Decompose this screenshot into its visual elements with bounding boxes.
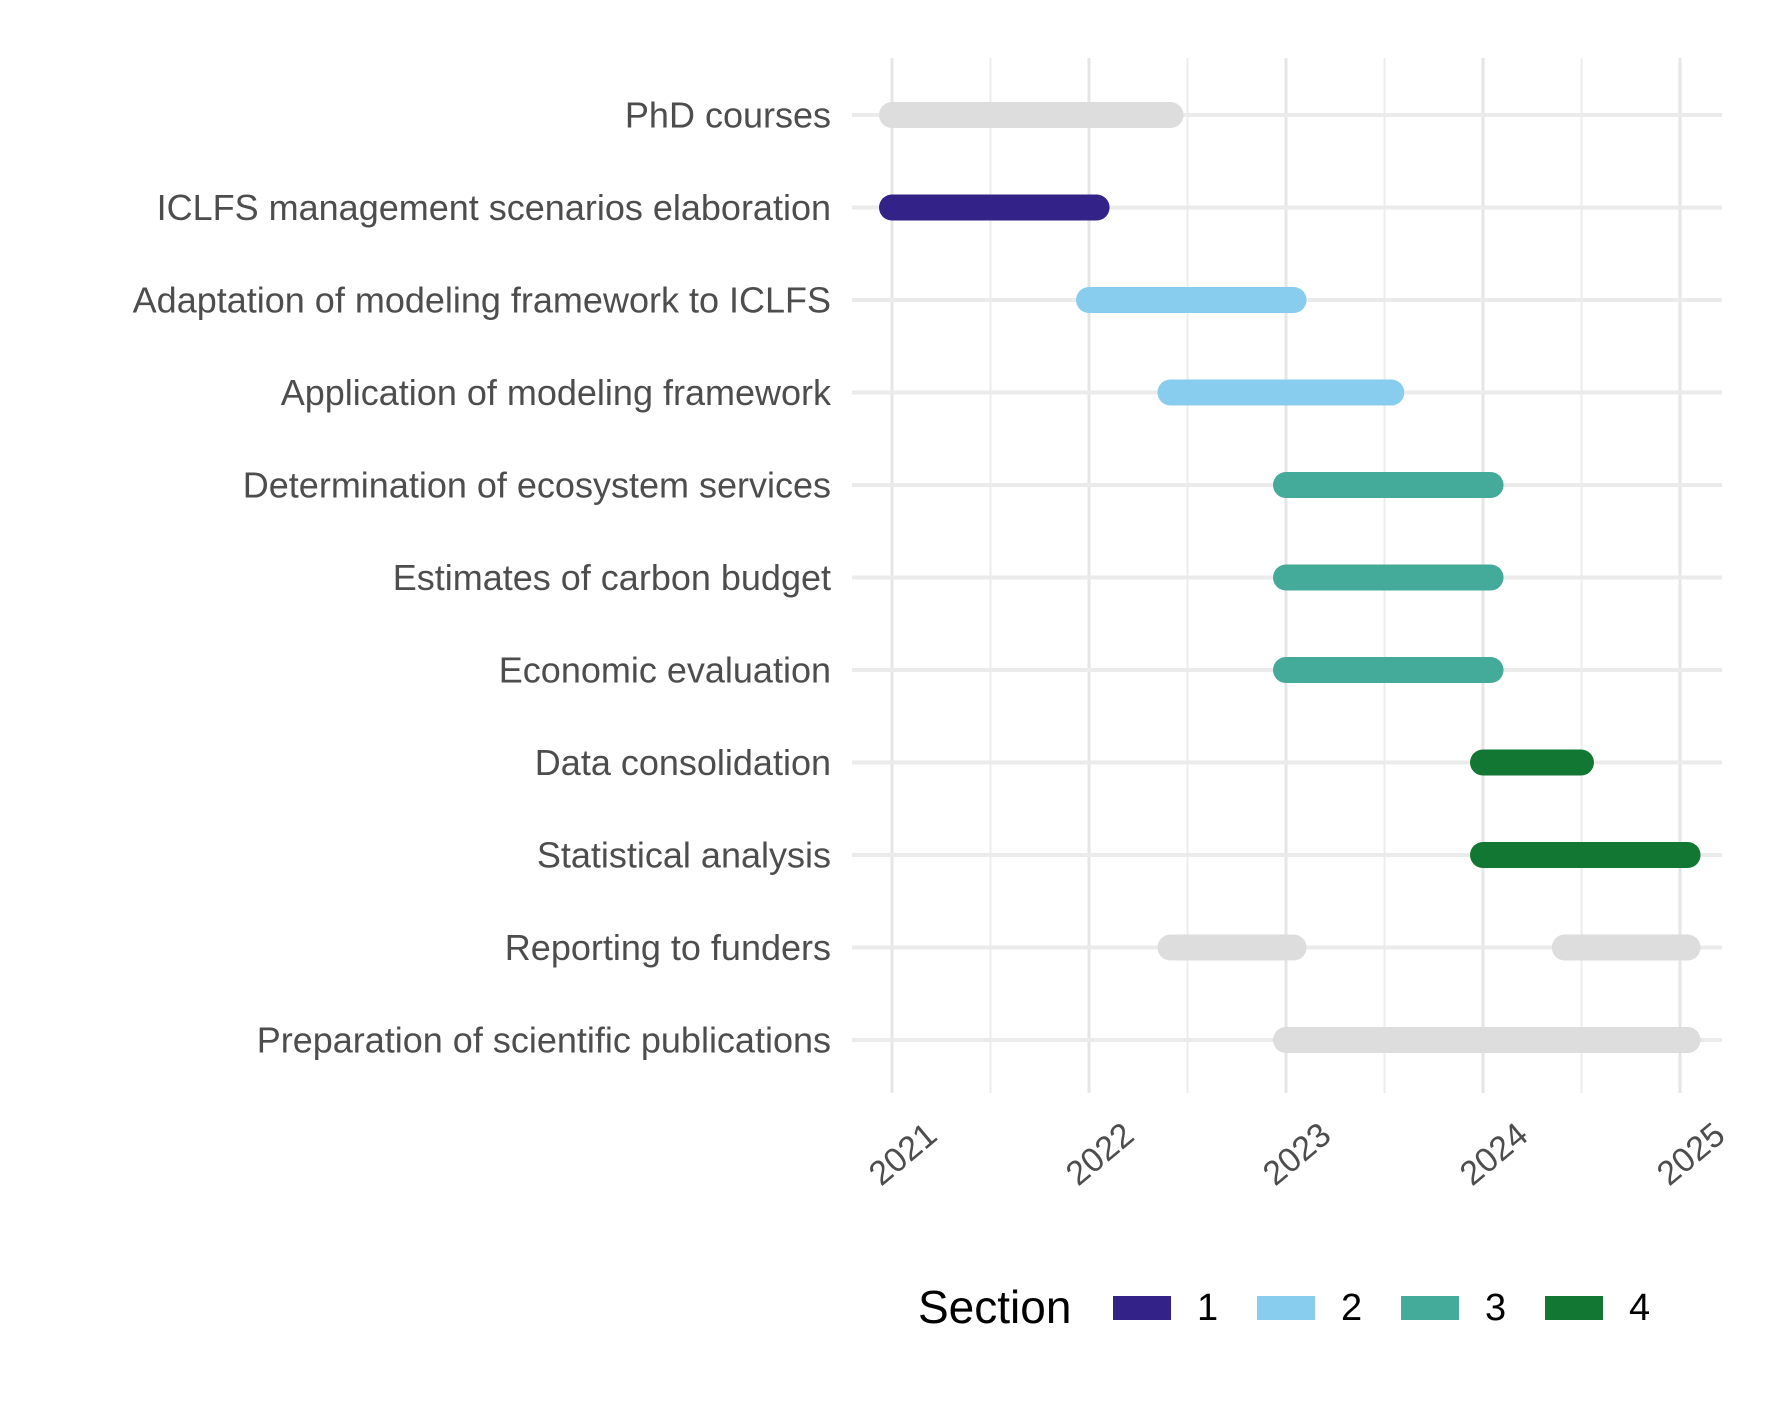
legend-label: 1 [1197,1287,1218,1329]
legend-label: 2 [1341,1287,1362,1329]
task-label: ICLFS management scenarios elaboration [157,187,831,228]
legend-key [1401,1296,1459,1320]
task-label: Estimates of carbon budget [393,557,831,598]
task-label: Economic evaluation [499,650,831,691]
legend: Section 1 2 3 4 [918,1281,1650,1333]
task-label: Statistical analysis [537,835,831,876]
legend-key [1113,1296,1171,1320]
legend-items: 1 2 3 4 [1113,1287,1650,1329]
legend-key [1257,1296,1315,1320]
task-label: Preparation of scientific publications [257,1020,831,1061]
task-label: Reporting to funders [505,927,831,968]
task-labels: PhD courses ICLFS management scenarios el… [133,95,832,1061]
task-label: Determination of ecosystem services [243,465,831,506]
legend-label: 4 [1629,1287,1650,1329]
task-label: PhD courses [625,95,831,136]
legend-label: 3 [1485,1287,1506,1329]
legend-title: Section [918,1281,1071,1333]
task-bars [879,102,1701,1053]
task-label: Adaptation of modeling framework to ICLF… [133,280,831,321]
legend-key [1545,1296,1603,1320]
task-label: Data consolidation [535,742,831,783]
task-label: Application of modeling framework [281,372,832,413]
